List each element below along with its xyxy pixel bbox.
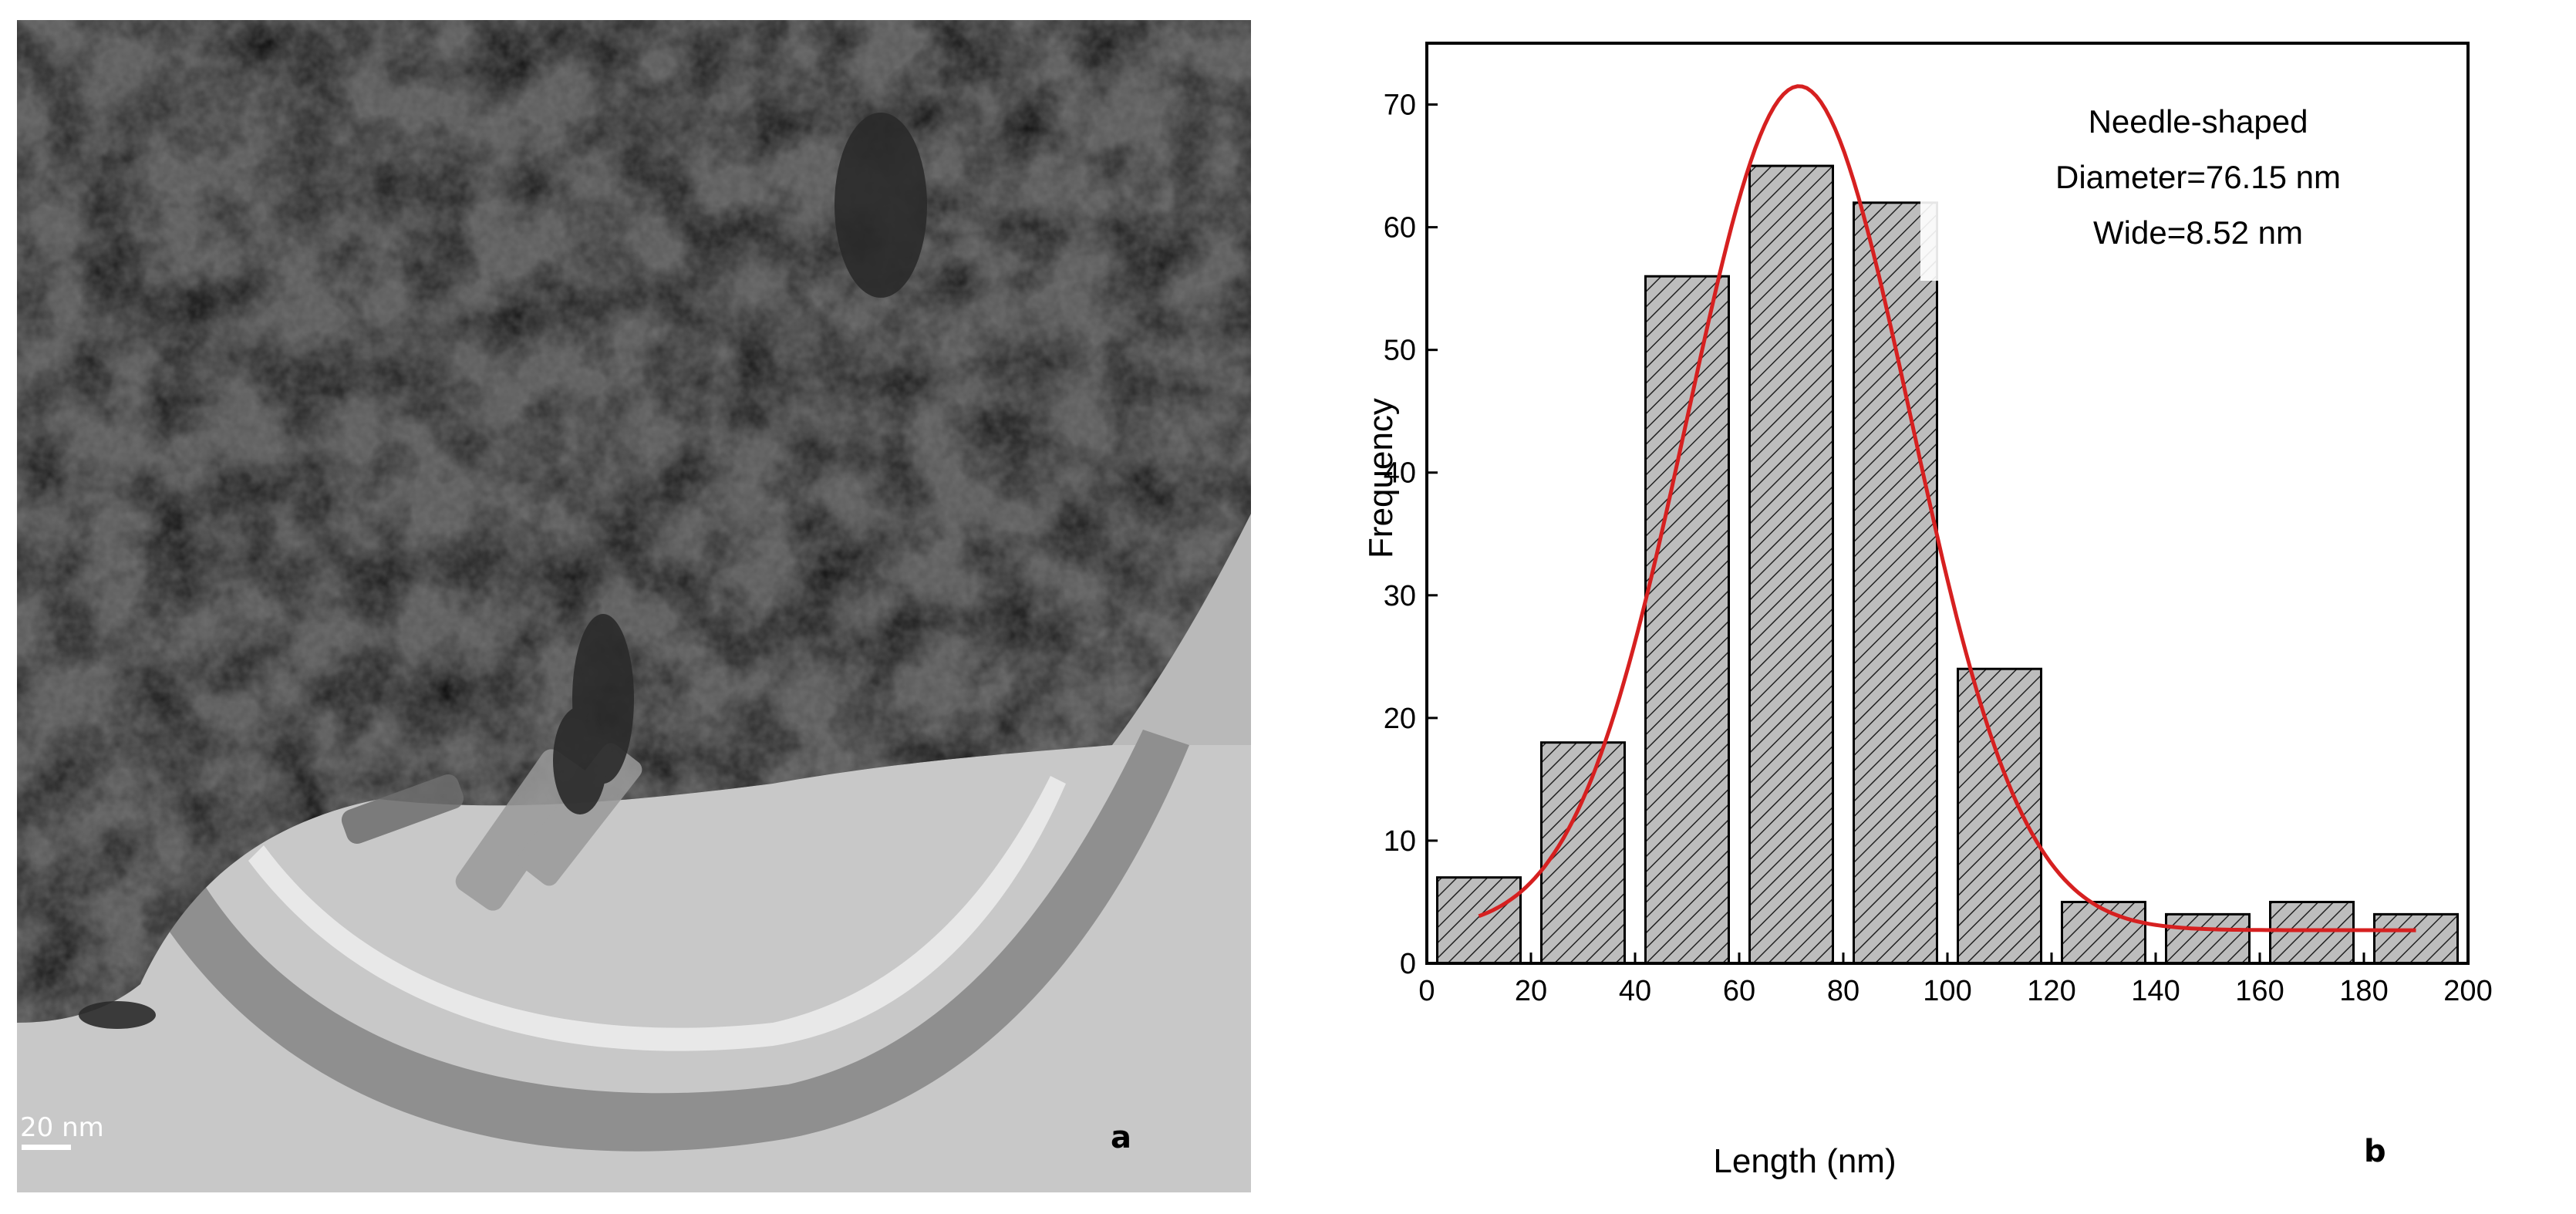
histogram-bar-2 (1540, 741, 1626, 965)
y-tick-label: 60 (1384, 212, 1416, 244)
x-tick-label: 160 (2235, 975, 2284, 1007)
histogram-bar-10 (2373, 912, 2459, 965)
panel-label-b: b (2364, 1134, 2386, 1169)
tem-micrograph (17, 20, 1251, 1192)
y-tick-label: 20 (1384, 703, 1416, 735)
y-tick-label: 30 (1384, 580, 1416, 612)
x-tick-label: 80 (1827, 975, 1860, 1007)
x-tick-label: 100 (1923, 975, 1971, 1007)
annotation-box: Needle-shaped Diameter=76.15 nm Wide=8.5… (1920, 71, 2429, 281)
annotation-diameter: Diameter=76.15 nm (2055, 159, 2341, 195)
x-tick-label: 0 (1418, 975, 1435, 1007)
x-tick-label: 60 (1723, 975, 1755, 1007)
histogram-bar-1 (1436, 876, 1522, 965)
scale-bar-label: 20 nm (20, 1112, 104, 1143)
x-tick-label: 180 (2339, 975, 2388, 1007)
x-tick-label: 120 (2027, 975, 2075, 1007)
histogram-panel: 0 20 40 60 80 100 120 140 160 180 200 0 10 20 30 40 50 60… (1265, 0, 2576, 1210)
y-tick-label: 70 (1384, 89, 1416, 122)
histogram-bar-3 (1644, 275, 1730, 965)
y-tick-label: 50 (1384, 335, 1416, 367)
x-tick-label: 200 (2443, 975, 2492, 1007)
histogram-bar-7 (2061, 900, 2146, 965)
gaussian-fit-curve (1478, 84, 2416, 932)
y-tick-label: 0 (1400, 948, 1416, 980)
x-tick-label: 140 (2131, 975, 2180, 1007)
y-tick-label: 40 (1384, 457, 1416, 490)
x-tick-label: 20 (1515, 975, 1547, 1007)
histogram-bar-9 (2269, 900, 2355, 965)
scale-bar (22, 1145, 71, 1150)
panel-label-a: a (1111, 1120, 1131, 1155)
annotation-shape: Needle-shaped (2089, 103, 2308, 140)
x-tick-label: 40 (1619, 975, 1651, 1007)
histogram-bar-6 (1957, 667, 2042, 965)
histogram-bar-8 (2165, 912, 2251, 965)
annotation-wide: Wide=8.52 nm (2093, 214, 2303, 251)
x-axis-title: Length (nm) (1713, 1142, 1896, 1180)
annotation-background (1920, 71, 2429, 281)
y-axis-title: Frequency (1362, 398, 1400, 558)
micrograph-texture (17, 20, 1251, 1192)
y-tick-label: 10 (1384, 825, 1416, 858)
histogram-bar-4 (1748, 164, 1834, 965)
histogram-bar-5 (1853, 201, 1938, 965)
histogram-chart: 0 20 40 60 80 100 120 140 160 180 200 0 10 20 30 40 50 60… (1362, 42, 2493, 1180)
